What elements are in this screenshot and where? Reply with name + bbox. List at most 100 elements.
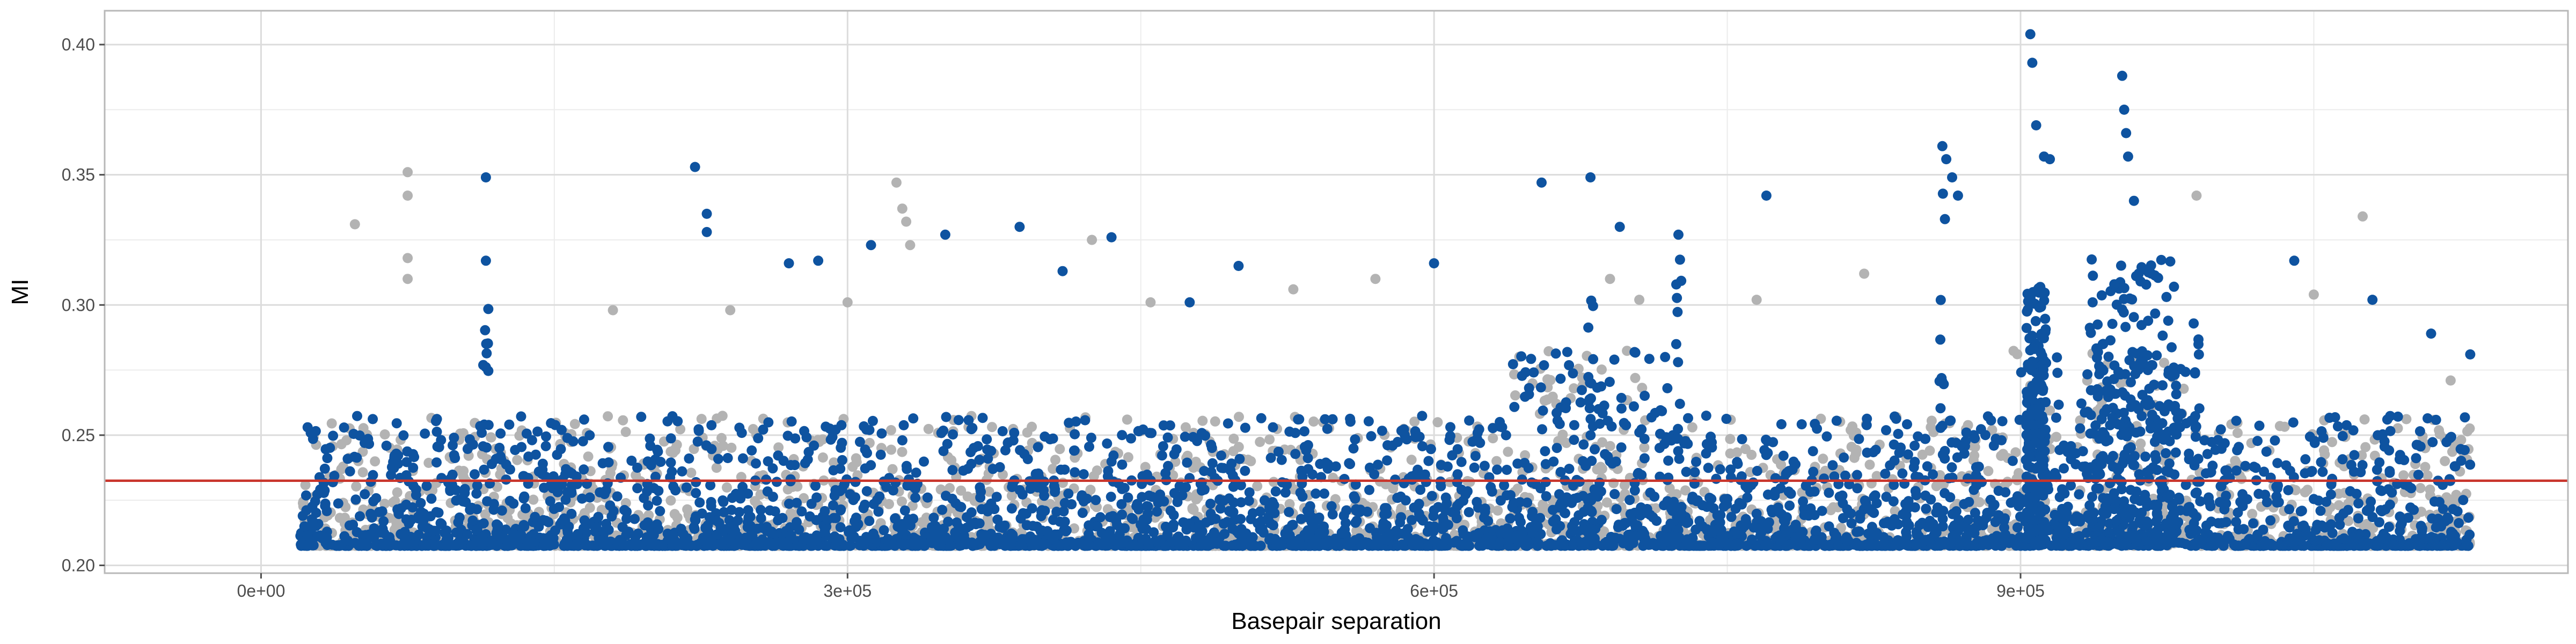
scatter-point: [1382, 455, 1393, 466]
scatter-point: [1080, 415, 1091, 426]
scatter-point: [1033, 442, 1043, 452]
scatter-point: [431, 427, 442, 437]
scatter-point: [581, 528, 591, 538]
scatter-point: [1605, 274, 1615, 284]
scatter-point: [1569, 435, 1579, 445]
scatter-point: [974, 455, 985, 465]
scatter-point: [402, 167, 413, 178]
scatter-point: [1562, 347, 1572, 357]
scatter-point: [2014, 414, 2025, 425]
scatter-point: [991, 492, 1002, 502]
scatter-point: [447, 470, 458, 480]
scatter-point: [682, 504, 693, 515]
scatter-point: [1157, 450, 1167, 461]
scatter-point: [603, 411, 613, 422]
scatter-point: [2259, 466, 2270, 477]
scatter-point: [2221, 517, 2231, 528]
scatter-point: [875, 449, 886, 460]
scatter-point: [1589, 484, 1600, 495]
scatter-point: [1601, 497, 1612, 508]
scatter-point: [2074, 489, 2084, 500]
scatter-point: [1078, 469, 1089, 480]
scatter-point: [1737, 434, 1747, 444]
scatter-point: [923, 423, 934, 434]
scatter-point: [1505, 513, 1516, 524]
scatter-point: [2265, 515, 2276, 526]
scatter-point: [402, 253, 413, 264]
scatter-point: [470, 469, 480, 480]
scatter-point: [1122, 414, 1132, 425]
scatter-point: [1265, 518, 1276, 529]
scatter-point: [2319, 449, 2330, 460]
scatter-point: [1597, 437, 1608, 448]
scatter-point: [701, 440, 712, 451]
scatter-point: [756, 504, 766, 515]
scatter-point: [617, 522, 628, 532]
scatter-point: [976, 486, 986, 497]
scatter-point: [2011, 473, 2022, 484]
scatter-point: [2012, 522, 2023, 533]
scatter-point: [2447, 447, 2457, 457]
scatter-point: [1960, 441, 1970, 451]
scatter-point: [1363, 416, 1374, 427]
scatter-point: [2384, 466, 2395, 477]
scatter-point: [1216, 450, 1226, 461]
scatter-point: [1259, 495, 1270, 506]
scatter-point: [835, 505, 846, 516]
scatter-point: [1499, 480, 1510, 491]
scatter-point: [1766, 504, 1777, 515]
scatter-point: [1788, 456, 1799, 467]
scatter-point: [2051, 431, 2062, 442]
scatter-point: [1734, 497, 1745, 508]
scatter-point: [2348, 425, 2359, 436]
scatter-point: [2285, 465, 2295, 476]
scatter-point: [2300, 454, 2311, 465]
scatter-point: [2385, 411, 2396, 421]
scatter-point: [1520, 450, 1531, 460]
scatter-point: [2334, 519, 2345, 530]
scatter-point: [1516, 517, 1526, 528]
scatter-point: [1983, 466, 1994, 477]
scatter-point: [533, 519, 544, 530]
scatter-point: [804, 511, 815, 522]
scatter-point: [2401, 414, 2412, 425]
scatter-point: [2170, 447, 2181, 458]
scatter-point: [2191, 191, 2202, 201]
scatter-point: [2053, 399, 2064, 410]
scatter-point: [2384, 499, 2395, 510]
scatter-point: [2247, 509, 2258, 519]
scatter-point: [1252, 481, 1263, 492]
scatter-point: [1228, 434, 1239, 444]
scatter-point: [1425, 444, 1436, 455]
scatter-point: [2308, 289, 2319, 300]
scatter-point: [1831, 415, 1842, 426]
scatter-point: [756, 513, 766, 524]
scatter-point: [953, 415, 964, 426]
scatter-point: [792, 497, 802, 508]
scatter-point: [1409, 416, 1420, 427]
scatter-point: [2000, 487, 2011, 497]
scatter-point: [1123, 452, 1133, 463]
scatter-point: [1456, 484, 1467, 495]
scatter-point: [1123, 492, 1133, 503]
scatter-point: [1527, 511, 1537, 522]
scatter-point: [945, 483, 955, 493]
scatter-point: [1512, 458, 1523, 469]
scatter-point: [691, 477, 701, 487]
scatter-point: [897, 203, 908, 214]
scatter-point: [672, 513, 683, 523]
scatter-point: [2231, 415, 2242, 426]
scatter-point: [2076, 398, 2087, 409]
scatter-point: [2431, 414, 2441, 425]
scatter-point: [1327, 509, 1338, 519]
scatter-point: [1889, 480, 1899, 491]
scatter-point: [612, 491, 623, 502]
scatter-point: [670, 444, 680, 455]
scatter-point: [327, 477, 338, 487]
scatter-point: [747, 445, 757, 456]
scatter-point: [718, 441, 728, 451]
scatter-point: [1829, 471, 1840, 482]
scatter-point: [1864, 459, 1875, 470]
scatter-point: [2359, 414, 2370, 425]
